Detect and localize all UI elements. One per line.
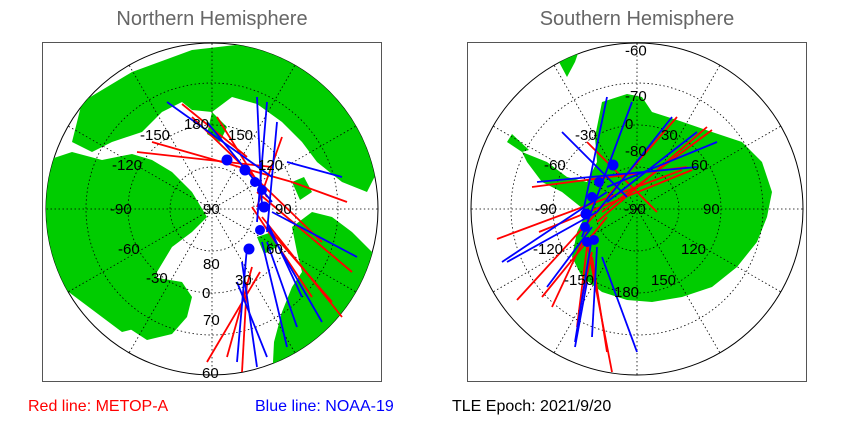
land-peninsula	[507, 134, 529, 152]
lon-label: -60	[118, 241, 140, 258]
lon-label: 90	[703, 201, 720, 218]
lon-label: -90	[110, 201, 132, 218]
land-greenland	[117, 277, 192, 340]
lon-label: 180	[184, 116, 209, 133]
lon-label: 60	[266, 241, 283, 258]
lon-label: -120	[112, 157, 142, 174]
noaa-19-positions	[580, 159, 619, 247]
lat-label: 80	[203, 256, 220, 273]
lat-label: -60	[625, 42, 647, 59]
north-lat-labels: 90 80 70 60	[202, 201, 220, 382]
south-lat-labels: -60 -70 -80 -90	[624, 42, 647, 218]
north-lon-labels: -150 180 150 -120 120 -90 90 -60 60 -30 …	[110, 116, 292, 302]
lon-label: -60	[544, 157, 566, 174]
graticule	[471, 43, 803, 375]
lon-label: -150	[564, 272, 594, 289]
lon-label: 0	[625, 116, 633, 133]
land-arctic-archipelago	[160, 202, 192, 224]
land-asia	[72, 43, 378, 192]
lat-label: 90	[203, 201, 220, 218]
lon-label: 30	[235, 272, 252, 289]
lon-label: -120	[533, 241, 563, 258]
lat-label: 60	[202, 365, 219, 382]
land-novaya-zemlya	[292, 177, 312, 200]
lon-label: -90	[535, 201, 557, 218]
lon-label: -30	[575, 127, 597, 144]
noaa-19-positions	[221, 154, 270, 255]
lon-label: 120	[258, 157, 283, 174]
tle-epoch: TLE Epoch: 2021/9/20	[452, 398, 612, 415]
lon-label: 90	[275, 201, 292, 218]
lon-label: 0	[202, 285, 210, 302]
lon-label: -150	[140, 127, 170, 144]
lon-label: 180	[614, 284, 639, 301]
legend-metop-a: Red line: METOP-A	[28, 398, 169, 415]
south-lon-labels: -30 0 30 -60 60 -90 90 -120 120 -150 180…	[533, 116, 720, 301]
lat-label: -90	[624, 201, 646, 218]
north-hemisphere-map: -150 180 150 -120 120 -90 90 -60 60 -30 …	[42, 42, 382, 382]
south-hemisphere-map: -30 0 30 -60 60 -90 90 -120 120 -150 180…	[467, 42, 807, 382]
lon-label: -30	[146, 270, 168, 287]
lat-label: -70	[625, 88, 647, 105]
lon-label: 30	[661, 127, 678, 144]
lon-label: 150	[228, 127, 253, 144]
lat-label: -80	[625, 143, 647, 160]
noaa-19-tracks	[501, 96, 718, 353]
north-hemisphere-title: Northern Hemisphere	[116, 8, 308, 30]
legend-noaa-19: Blue line: NOAA-19	[255, 398, 394, 415]
lon-label: 150	[651, 272, 676, 289]
south-hemisphere-title: Southern Hemisphere	[539, 8, 735, 30]
land-north-america	[46, 152, 207, 332]
lon-label: 60	[691, 157, 708, 174]
lat-label: 70	[203, 312, 220, 329]
lon-label: 120	[681, 241, 706, 258]
